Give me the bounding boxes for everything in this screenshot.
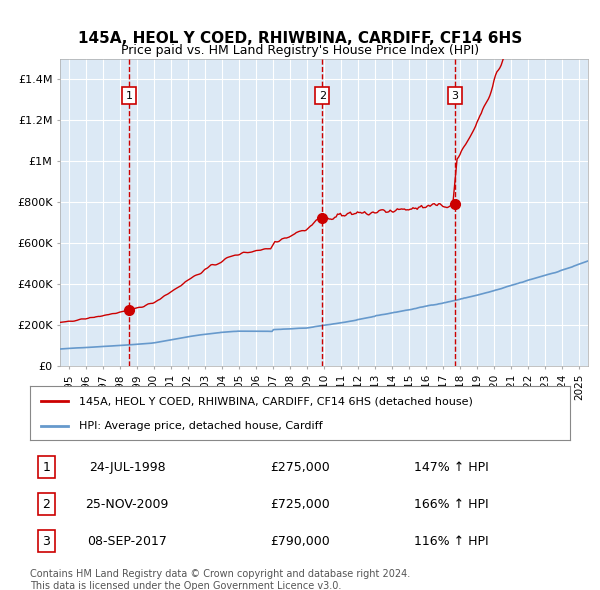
Text: 116% ↑ HPI: 116% ↑ HPI bbox=[414, 535, 488, 548]
Text: 2: 2 bbox=[319, 91, 326, 101]
Text: 08-SEP-2017: 08-SEP-2017 bbox=[87, 535, 167, 548]
Text: 145A, HEOL Y COED, RHIWBINA, CARDIFF, CF14 6HS: 145A, HEOL Y COED, RHIWBINA, CARDIFF, CF… bbox=[78, 31, 522, 46]
Text: 147% ↑ HPI: 147% ↑ HPI bbox=[414, 461, 488, 474]
Text: 3: 3 bbox=[451, 91, 458, 101]
Text: £790,000: £790,000 bbox=[270, 535, 330, 548]
Text: 24-JUL-1998: 24-JUL-1998 bbox=[89, 461, 166, 474]
Text: 3: 3 bbox=[42, 535, 50, 548]
Text: 1: 1 bbox=[125, 91, 133, 101]
Text: Price paid vs. HM Land Registry's House Price Index (HPI): Price paid vs. HM Land Registry's House … bbox=[121, 44, 479, 57]
Text: Contains HM Land Registry data © Crown copyright and database right 2024.
This d: Contains HM Land Registry data © Crown c… bbox=[30, 569, 410, 590]
Text: £725,000: £725,000 bbox=[270, 497, 330, 511]
Text: HPI: Average price, detached house, Cardiff: HPI: Average price, detached house, Card… bbox=[79, 421, 322, 431]
Text: 1: 1 bbox=[42, 461, 50, 474]
Text: 145A, HEOL Y COED, RHIWBINA, CARDIFF, CF14 6HS (detached house): 145A, HEOL Y COED, RHIWBINA, CARDIFF, CF… bbox=[79, 396, 472, 407]
Text: 25-NOV-2009: 25-NOV-2009 bbox=[86, 497, 169, 511]
Text: £275,000: £275,000 bbox=[270, 461, 330, 474]
Text: 2: 2 bbox=[42, 497, 50, 511]
Text: 166% ↑ HPI: 166% ↑ HPI bbox=[414, 497, 488, 511]
